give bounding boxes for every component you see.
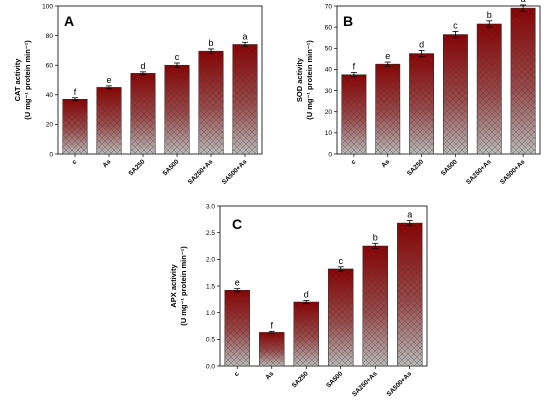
significance-letter: f bbox=[270, 320, 273, 330]
significance-letter: d bbox=[419, 39, 424, 49]
x-tick-label: SA500 bbox=[161, 158, 180, 177]
panel-label: A bbox=[64, 13, 74, 29]
y-tick-label: 0.5 bbox=[206, 337, 215, 344]
significance-letter: c bbox=[339, 256, 344, 266]
bar-hatch bbox=[409, 53, 435, 155]
y-tick-label: 2.5 bbox=[206, 230, 215, 237]
plot-frame bbox=[219, 205, 428, 367]
x-tick-label: As bbox=[102, 158, 113, 169]
y-tick-label: 30 bbox=[325, 88, 333, 95]
panel-label: B bbox=[343, 13, 353, 29]
y-tick-label: 0.0 bbox=[206, 363, 215, 370]
significance-letter: b bbox=[487, 10, 492, 20]
bar-hatch bbox=[224, 290, 250, 367]
bar-hatch bbox=[198, 50, 224, 155]
x-tick-label: SA250+As bbox=[187, 158, 215, 186]
x-tick-label: SA500 bbox=[325, 370, 344, 389]
bar-hatch bbox=[476, 23, 502, 155]
y-tick-label: 1.0 bbox=[206, 310, 215, 317]
x-tick-label: SA250+As bbox=[465, 158, 493, 186]
significance-letter: e bbox=[385, 51, 390, 61]
significance-letter: a bbox=[242, 31, 247, 41]
y-axis-unit-label: (U mg⁻¹ protein min⁻¹) bbox=[305, 40, 314, 120]
y-tick-label: 2.0 bbox=[206, 257, 215, 264]
x-tick-label: c bbox=[350, 158, 358, 166]
significance-letter: a bbox=[407, 209, 412, 219]
x-tick-label: SA250 bbox=[406, 158, 425, 177]
significance-letter: d bbox=[140, 61, 145, 71]
x-tick-label: SA250 bbox=[127, 158, 146, 177]
y-tick-label: 40 bbox=[325, 67, 333, 74]
y-tick-label: 0 bbox=[328, 151, 332, 158]
x-tick-label: As bbox=[264, 370, 275, 381]
significance-letter: c bbox=[175, 52, 180, 62]
x-tick-label: SA500+As bbox=[386, 370, 414, 398]
y-tick-label: 20 bbox=[46, 122, 54, 129]
plot-frame bbox=[57, 5, 263, 155]
chart-panel-c: 0.0 0.5 1.0 1.5 2.0 2.5 3.0 e c f As d SA250 c SA500 b S… bbox=[169, 203, 428, 398]
y-tick-label: 50 bbox=[325, 46, 333, 53]
y-axis-unit-label: (U mg⁻¹ protein min⁻¹) bbox=[179, 246, 188, 326]
bar-hatch bbox=[397, 222, 423, 367]
bar-hatch bbox=[510, 7, 536, 155]
bar-hatch bbox=[62, 98, 88, 155]
y-axis-label: SOD activity bbox=[295, 57, 304, 102]
y-tick-label: 100 bbox=[42, 3, 53, 10]
bar-hatch bbox=[96, 87, 122, 155]
chart-panel-b: 0 10 20 30 40 50 60 70 f c e As d SA250 c SA500 b SA250+A… bbox=[295, 0, 541, 186]
y-tick-label: 70 bbox=[325, 3, 333, 10]
x-tick-label: SA250 bbox=[291, 370, 310, 389]
x-tick-label: As bbox=[380, 158, 391, 169]
significance-letter: e bbox=[235, 278, 240, 288]
significance-letter: d bbox=[304, 289, 309, 299]
y-axis-label: CAT activity bbox=[13, 58, 22, 102]
x-tick-label: SA500 bbox=[440, 158, 459, 177]
bar-hatch bbox=[328, 268, 354, 367]
y-tick-label: 20 bbox=[325, 109, 333, 116]
y-tick-label: 60 bbox=[325, 24, 333, 31]
x-tick-label: SA250+As bbox=[351, 370, 379, 398]
y-axis-unit-label: (U mg⁻¹ protein min⁻¹) bbox=[23, 40, 32, 120]
bar-hatch bbox=[232, 44, 258, 155]
panel-label: C bbox=[232, 216, 242, 232]
significance-letter: b bbox=[208, 38, 213, 48]
y-axis-label: APX activity bbox=[169, 263, 178, 307]
bar-hatch bbox=[293, 301, 319, 367]
y-tick-label: 10 bbox=[325, 130, 333, 137]
y-tick-label: 1.5 bbox=[206, 283, 215, 290]
x-tick-label: SA500+As bbox=[499, 158, 527, 186]
bar-hatch bbox=[259, 332, 285, 367]
significance-letter: f bbox=[353, 62, 356, 72]
significance-letter: b bbox=[373, 232, 378, 242]
chart-panel-a: 0 20 40 60 80 100 f c e As d SA250 c SA500 b SA250+As a S… bbox=[13, 3, 263, 186]
significance-letter: f bbox=[74, 87, 77, 97]
significance-letter: c bbox=[453, 20, 458, 30]
bar-hatch bbox=[442, 34, 468, 155]
significance-letter: a bbox=[521, 0, 526, 4]
plot-frame bbox=[336, 5, 541, 155]
y-tick-label: 3.0 bbox=[206, 203, 215, 210]
y-tick-label: 40 bbox=[46, 92, 54, 99]
y-tick-label: 60 bbox=[46, 63, 54, 70]
y-tick-label: 0 bbox=[49, 151, 53, 158]
bar-hatch bbox=[130, 73, 156, 155]
x-tick-label: c bbox=[233, 370, 241, 378]
bar-hatch bbox=[341, 74, 367, 155]
bar-hatch bbox=[164, 64, 190, 155]
x-tick-label: SA500+As bbox=[221, 158, 249, 186]
x-tick-label: c bbox=[71, 158, 79, 166]
significance-letter: e bbox=[106, 75, 111, 85]
y-tick-label: 80 bbox=[46, 33, 54, 40]
bar-hatch bbox=[375, 63, 401, 155]
bar-hatch bbox=[362, 245, 388, 367]
